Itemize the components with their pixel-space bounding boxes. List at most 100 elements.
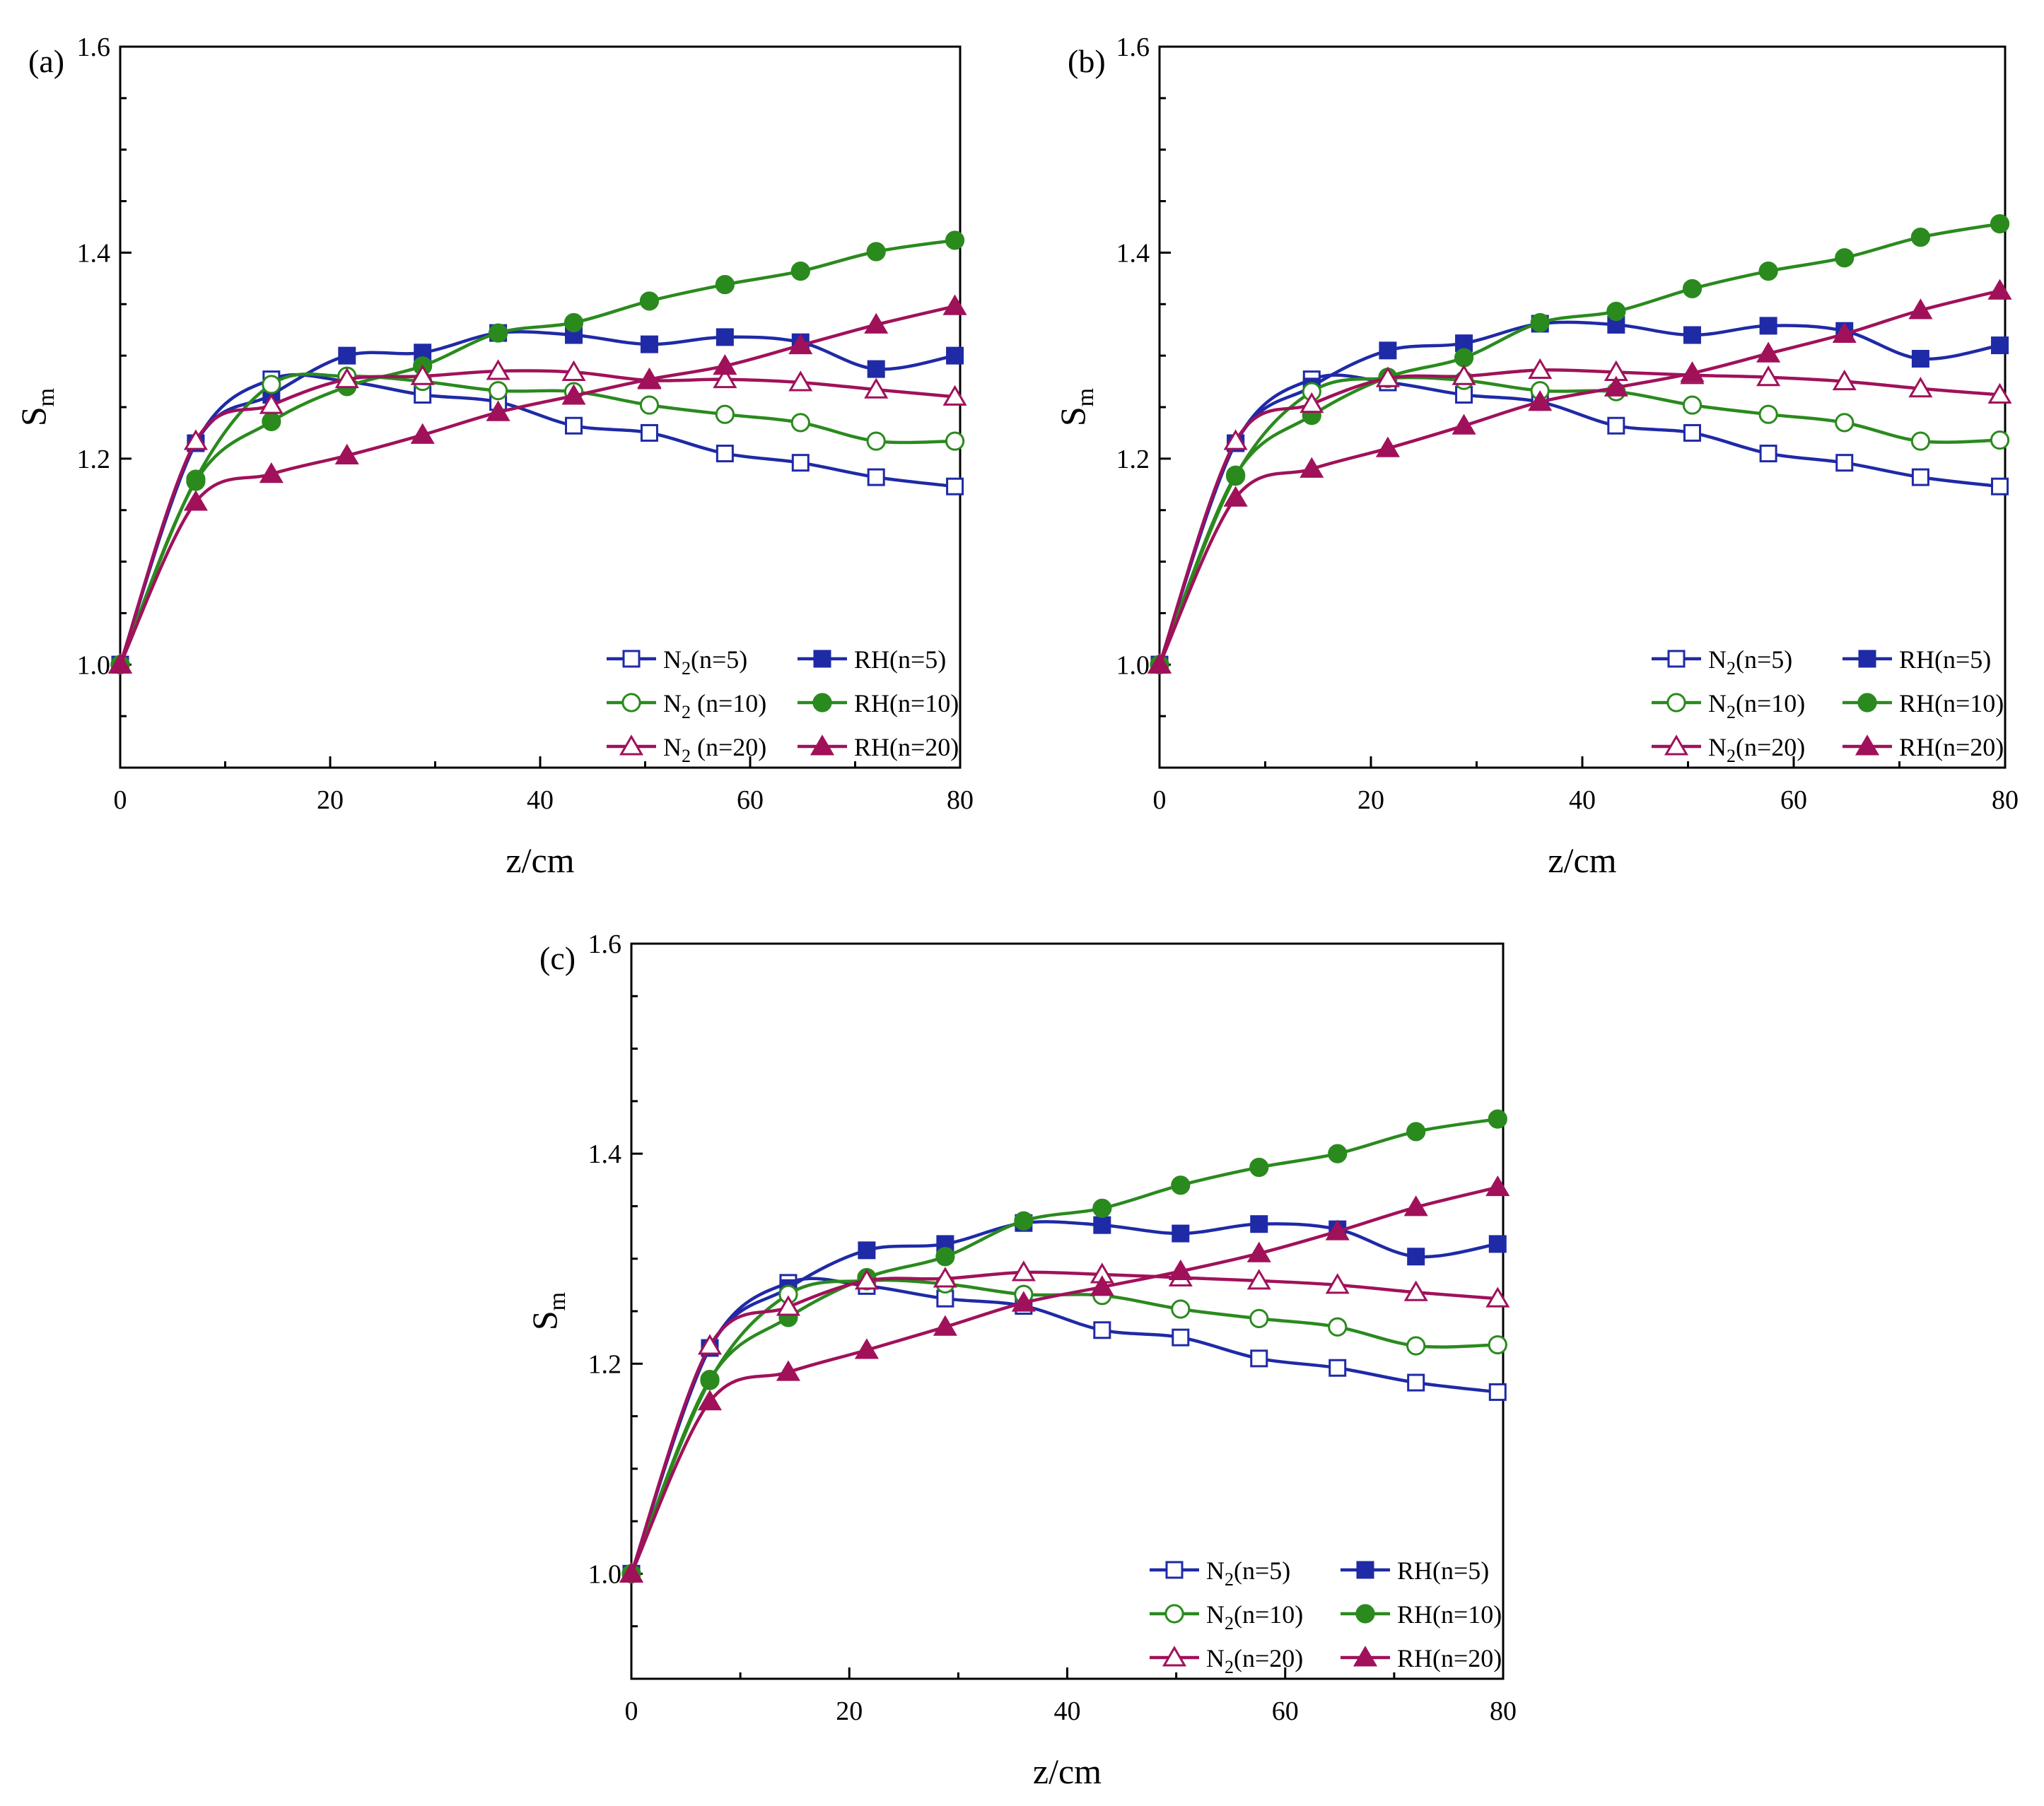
data-point	[1759, 445, 1777, 463]
data-point	[1758, 262, 1778, 281]
x-tick-label: 40	[1569, 785, 1596, 815]
x-axis-label: z/cm	[1548, 840, 1616, 880]
y-tick-label: 1.4	[588, 1139, 622, 1169]
data-point	[1528, 358, 1553, 380]
legend-item: N2 (n=10)	[607, 689, 766, 722]
data-point	[854, 1338, 879, 1359]
x-tick-label: 40	[1054, 1696, 1081, 1726]
data-point	[410, 364, 435, 385]
data-point	[1530, 312, 1550, 333]
data-point	[858, 1241, 876, 1260]
series-line	[1157, 375, 2000, 666]
data-point	[1406, 1122, 1426, 1142]
data-point	[1604, 375, 1628, 397]
legend-label: RH(n=5)	[1899, 645, 1991, 674]
x-tick-label: 80	[1490, 1696, 1517, 1726]
legend-item: N2(n=10)	[1150, 1600, 1303, 1634]
data-point	[1375, 366, 1400, 387]
data-point	[1991, 336, 2009, 355]
data-point	[1910, 431, 1930, 451]
data-point	[1832, 322, 1857, 344]
data-point	[776, 1360, 800, 1381]
data-point	[1987, 278, 2012, 300]
y-tick-label: 1.2	[77, 445, 111, 474]
data-point	[259, 462, 284, 483]
legend-marker	[1162, 1646, 1187, 1667]
data-point	[1168, 1259, 1193, 1281]
y-axis-label: Sm	[1053, 388, 1099, 426]
legend-item: RH(n=10)	[1842, 689, 2004, 717]
data-point	[561, 360, 586, 381]
data-point	[1246, 1269, 1271, 1290]
data-point	[700, 1369, 720, 1390]
data-point	[1375, 436, 1400, 457]
legend-marker	[1667, 650, 1686, 668]
series-rh-n-20-	[107, 294, 967, 674]
y-axis-label: Sm	[13, 388, 59, 426]
panel-label: (b)	[1068, 43, 1106, 79]
data-point	[640, 335, 658, 353]
data-point	[1607, 416, 1625, 435]
data-point	[410, 423, 435, 444]
data-point	[639, 291, 660, 311]
data-point	[262, 375, 281, 394]
data-point	[563, 312, 584, 333]
data-point	[1325, 1219, 1350, 1241]
legend-label: N2 (n=20)	[663, 733, 766, 766]
legend-label: RH(n=20)	[1899, 733, 2004, 761]
data-point	[942, 294, 967, 315]
legend-item: N2(n=10)	[1652, 689, 1805, 722]
data-point	[489, 381, 508, 401]
data-point	[933, 1315, 957, 1336]
data-point	[867, 468, 885, 486]
legend-marker	[1356, 1561, 1374, 1579]
legend-item: RH(n=10)	[1341, 1600, 1502, 1629]
data-point	[259, 393, 284, 414]
data-point	[639, 395, 660, 415]
series-line	[118, 305, 956, 666]
y-tick-label: 1.0	[1116, 650, 1150, 680]
data-point	[790, 262, 810, 281]
data-point	[1835, 413, 1855, 433]
data-point	[262, 411, 281, 432]
data-point	[1683, 423, 1701, 442]
data-point	[183, 429, 208, 450]
data-point	[866, 242, 886, 262]
data-point	[1300, 392, 1324, 414]
y-tick-label: 1.6	[588, 930, 622, 959]
data-point	[1452, 364, 1476, 385]
legend-item: RH(n=5)	[1341, 1556, 1489, 1585]
data-point	[776, 1295, 800, 1316]
data-point	[1908, 298, 1933, 319]
legend-label: RH(n=10)	[854, 689, 959, 717]
series-line	[118, 373, 955, 666]
series-rh-n-5-	[622, 1214, 1507, 1583]
data-point	[640, 423, 658, 442]
data-point	[1682, 278, 1703, 299]
data-point	[1682, 395, 1703, 415]
panel-label: (c)	[539, 940, 576, 976]
data-point	[338, 346, 356, 365]
y-tick-label: 1.6	[77, 33, 111, 62]
series-line	[1157, 373, 2000, 666]
data-point	[1987, 382, 2012, 404]
data-point	[1379, 341, 1397, 360]
data-point	[637, 367, 662, 389]
data-point	[565, 416, 583, 435]
data-point	[1528, 389, 1553, 411]
data-point	[713, 367, 737, 389]
series-n2-n-20-	[619, 1260, 1510, 1583]
data-point	[186, 471, 206, 491]
series-line	[629, 1185, 1498, 1575]
data-point	[1910, 227, 1930, 247]
legend-label: N2(n=20)	[1708, 733, 1805, 766]
x-tick-label: 0	[114, 785, 127, 815]
y-tick-label: 1.0	[588, 1559, 622, 1589]
data-point	[716, 445, 734, 463]
data-point	[1407, 1373, 1425, 1392]
data-point	[561, 384, 586, 405]
legend-item: N2(n=20)	[1150, 1644, 1303, 1677]
legend-label: RH(n=5)	[1397, 1556, 1489, 1585]
data-point	[1454, 348, 1474, 368]
data-point	[1093, 1216, 1111, 1234]
